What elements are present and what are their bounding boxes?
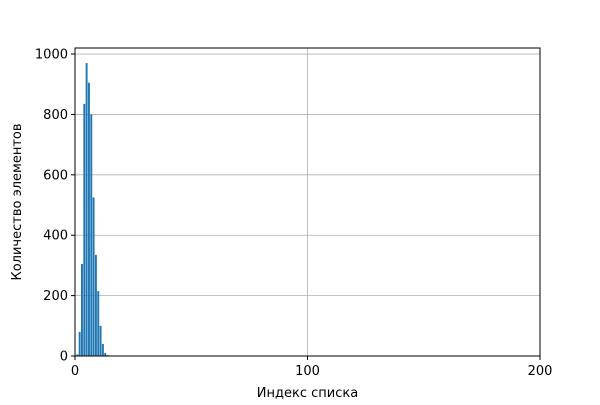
x-tick-label: 100 — [295, 364, 320, 379]
x-tick-label: 200 — [528, 364, 553, 379]
bar — [101, 343, 104, 356]
y-axis-ticks: 0 200 400 600 800 1000 — [35, 48, 75, 365]
bar — [104, 352, 107, 356]
bar — [76, 354, 79, 356]
bar — [85, 63, 88, 357]
bar — [94, 254, 97, 356]
y-tick-label: 400 — [43, 229, 68, 244]
bars — [76, 63, 109, 357]
x-tick-label: 0 — [71, 364, 79, 379]
bar — [87, 82, 90, 356]
bar — [81, 263, 83, 356]
x-axis-ticks: 0 100 200 — [71, 356, 553, 379]
bar — [99, 325, 102, 356]
y-axis-label: Количество элементов — [10, 123, 25, 280]
bar — [97, 291, 100, 356]
y-tick-label: 0 — [60, 350, 68, 365]
y-tick-label: 1000 — [35, 48, 68, 63]
y-tick-label: 200 — [43, 289, 68, 304]
bar — [92, 197, 95, 356]
y-tick-label: 600 — [43, 168, 68, 183]
bar — [83, 103, 86, 356]
bar — [78, 331, 81, 356]
x-axis-label: Индекс списка — [257, 386, 358, 400]
bar — [90, 114, 93, 357]
y-tick-label: 800 — [43, 108, 68, 123]
